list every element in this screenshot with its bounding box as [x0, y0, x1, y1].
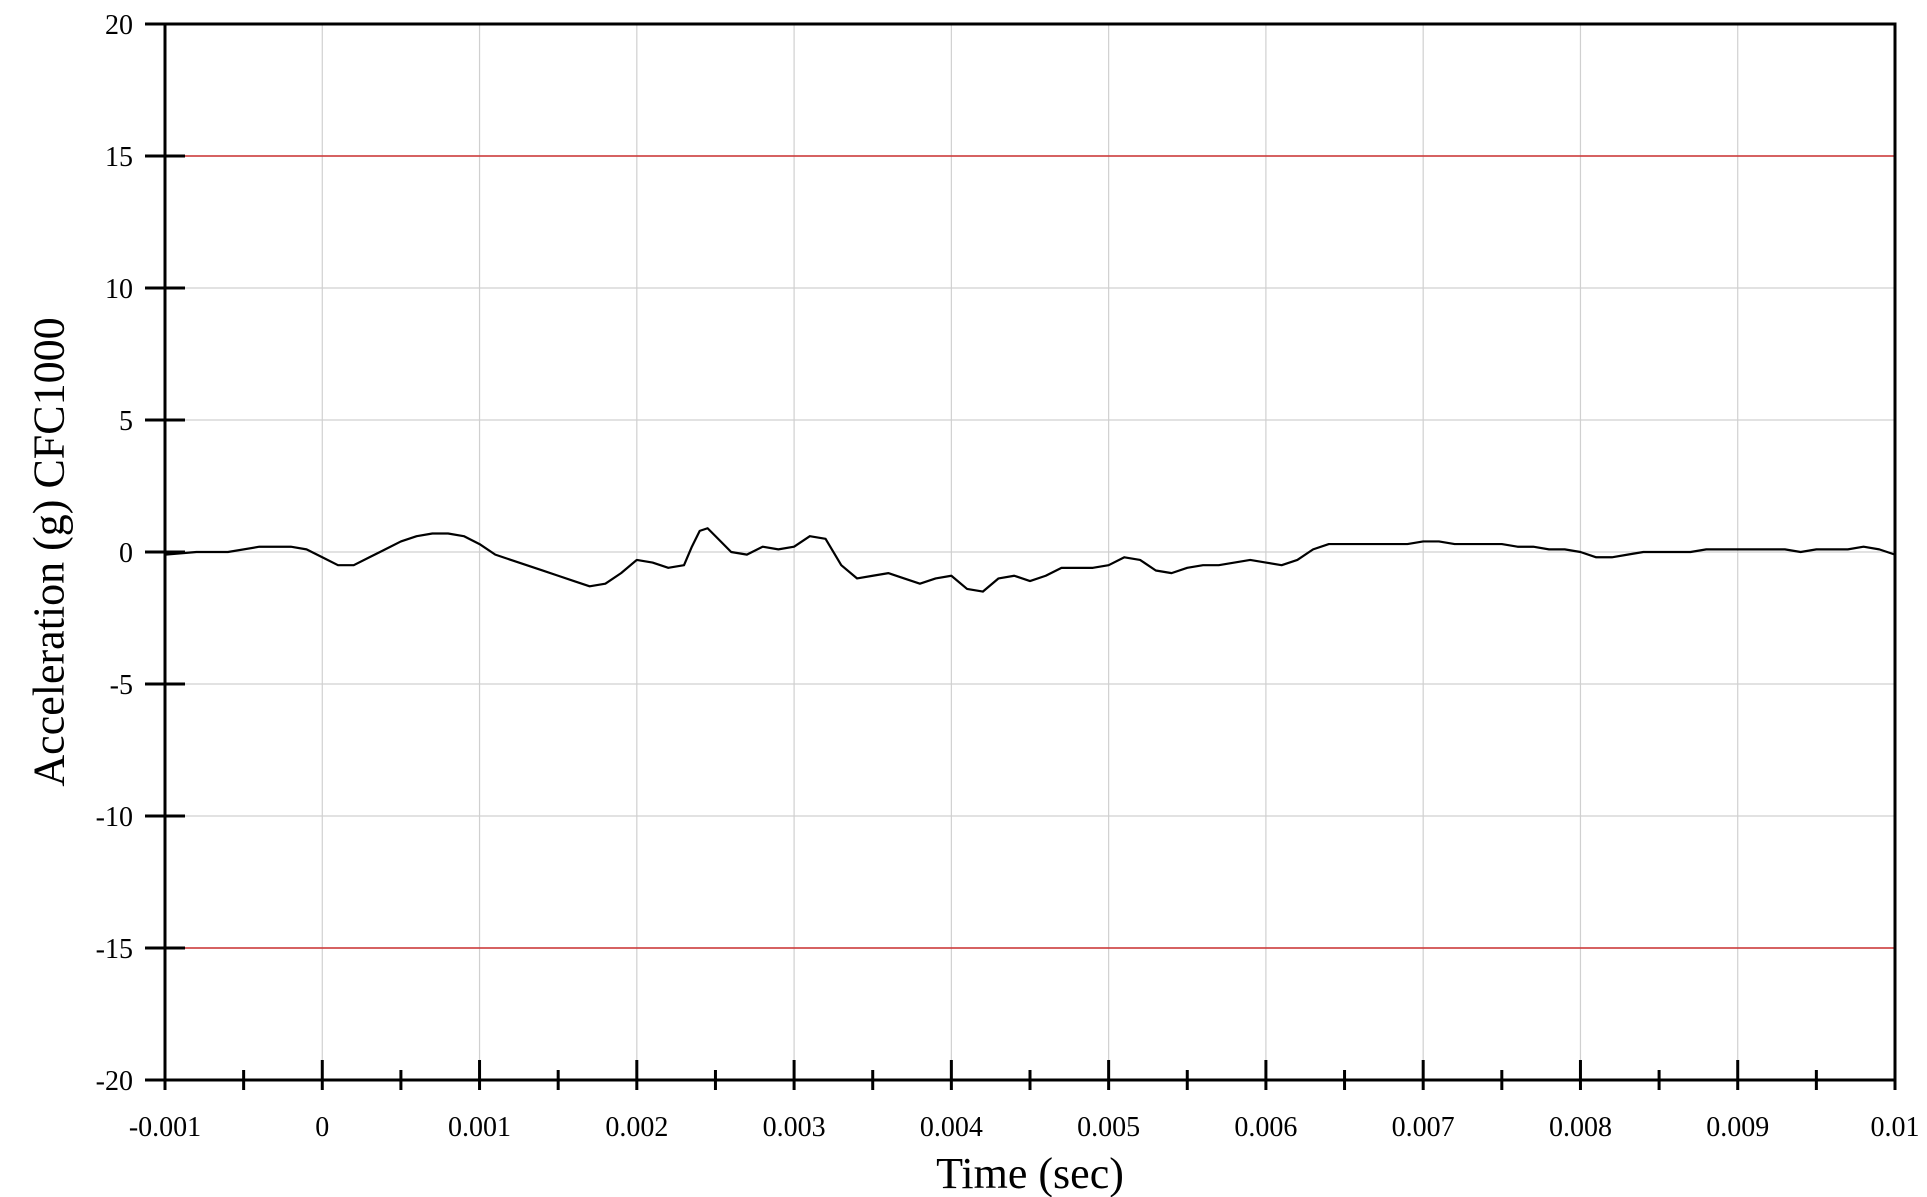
y-tick-label: -15 [96, 934, 133, 965]
y-tick-label: 5 [119, 406, 133, 437]
x-tick-label: 0.004 [920, 1112, 983, 1143]
y-tick-label: 10 [105, 274, 133, 305]
axis-ticks [145, 22, 1897, 1090]
x-tick-label: 0.001 [448, 1112, 511, 1143]
x-tick-label: 0.008 [1549, 1112, 1612, 1143]
series-layer [164, 527, 1896, 593]
x-tick-labels: -0.001 0 0.001 0.002 0.003 0.004 0.005 0.006 0.0… [129, 1112, 1920, 1143]
x-tick-label: 0.007 [1392, 1112, 1455, 1143]
x-tick-label: 0.003 [763, 1112, 826, 1143]
y-tick-label: -20 [96, 1066, 133, 1097]
limit-lines [165, 155, 1895, 949]
y-tick-label: 15 [105, 142, 133, 173]
x-tick-label: 0.006 [1234, 1112, 1297, 1143]
y-tick-label: 20 [105, 10, 133, 41]
grid-lines [164, 23, 1896, 1081]
x-tick-label: 0.01 [1871, 1112, 1920, 1143]
x-tick-label: 0 [315, 1112, 329, 1143]
y-tick-label: -10 [96, 802, 133, 833]
y-tick-label: -5 [110, 670, 133, 701]
y-tick-labels: 20 15 10 5 0 -5 -10 -15 -20 [96, 10, 133, 1097]
x-tick-label: 0.009 [1706, 1112, 1769, 1143]
x-tick-label: 0.005 [1077, 1112, 1140, 1143]
y-tick-label: 0 [119, 538, 133, 569]
x-tick-label: 0.002 [605, 1112, 668, 1143]
series-line [164, 527, 1896, 593]
x-axis-title: Time (sec) [936, 1149, 1124, 1197]
y-axis-title: Acceleration (g) CFC1000 [24, 317, 73, 786]
x-tick-label: -0.001 [129, 1112, 201, 1143]
